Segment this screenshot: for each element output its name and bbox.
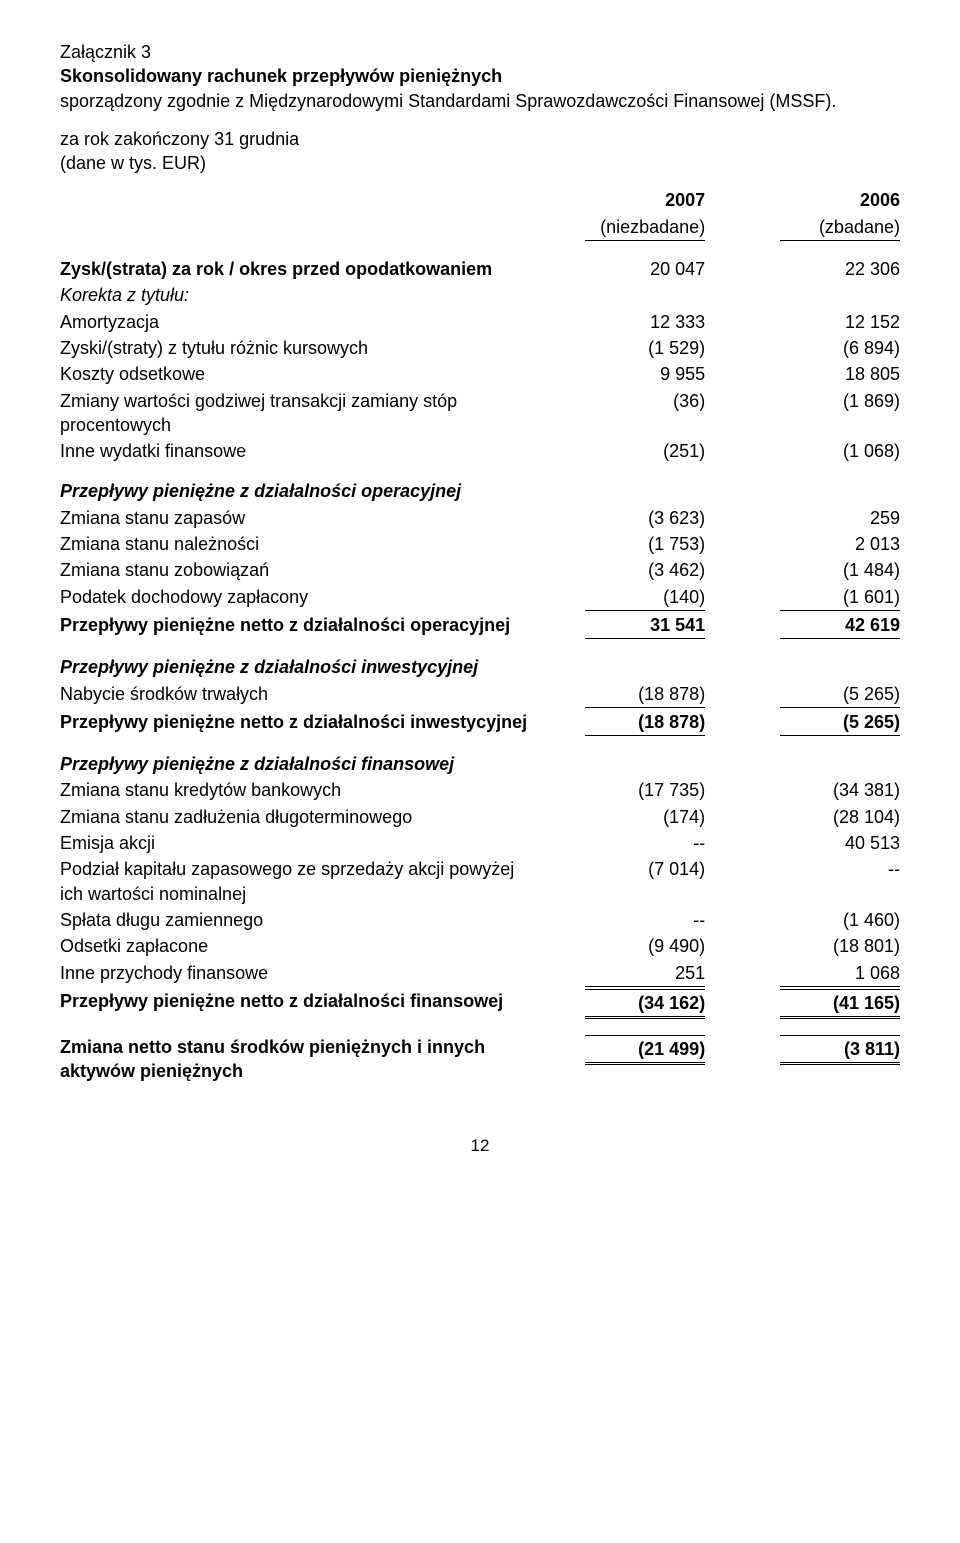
row-ppnf: Przepływy pieniężne netto z działalności… <box>60 988 900 1020</box>
audit-header-row: (niezbadane) (zbadane) <box>60 214 900 242</box>
row-kurs: Zyski/(straty) z tytułu różnic kursowych… <box>60 335 900 361</box>
row-inne-wyd: Inne wydatki finansowe (251) (1 068) <box>60 438 900 464</box>
audit-2006: (zbadane) <box>780 215 900 241</box>
document-header: Załącznik 3 Skonsolidowany rachunek prze… <box>60 40 900 175</box>
cell: 22 306 <box>715 256 900 282</box>
row-koszty: Koszty odsetkowe 9 955 18 805 <box>60 361 900 387</box>
title-line-2: sporządzony zgodnie z Międzynarodowymi S… <box>60 89 900 113</box>
row-ods: Odsetki zapłacone (9 490) (18 801) <box>60 933 900 959</box>
cashflow-table: 2007 2006 (niezbadane) (zbadane) Zysk/(s… <box>60 187 900 1084</box>
row-ppo-header: Przepływy pieniężne z działalności opera… <box>60 478 900 504</box>
units-label: (dane w tys. EUR) <box>60 151 900 175</box>
row-nal: Zmiana stanu należności (1 753) 2 013 <box>60 531 900 557</box>
year-2006: 2006 <box>715 187 900 213</box>
period-label: za rok zakończony 31 grudnia <box>60 127 900 151</box>
row-kred: Zmiana stanu kredytów bankowych (17 735)… <box>60 777 900 803</box>
title-line-1: Skonsolidowany rachunek przepływów pieni… <box>60 64 900 88</box>
row-zadl: Zmiana stanu zadłużenia długoterminowego… <box>60 804 900 830</box>
row-korekta: Korekta z tytułu: <box>60 282 900 308</box>
row-zob: Zmiana stanu zobowiązań (3 462) (1 484) <box>60 557 900 583</box>
row-profit: Zysk/(strata) za rok / okres przed opoda… <box>60 256 900 282</box>
audit-2007: (niezbadane) <box>585 215 705 241</box>
row-label: Korekta z tytułu: <box>60 282 530 308</box>
page-number: 12 <box>60 1135 900 1158</box>
year-2007: 2007 <box>530 187 715 213</box>
row-inne-p: Inne przychody finansowe 251 1 068 <box>60 960 900 988</box>
row-label: Zysk/(strata) za rok / okres przed opoda… <box>60 256 530 282</box>
row-splata: Spłata długu zamiennego -- (1 460) <box>60 907 900 933</box>
attachment-label: Załącznik 3 <box>60 40 900 64</box>
row-ppi-header: Przepływy pieniężne z działalności inwes… <box>60 654 900 680</box>
row-pod: Podatek dochodowy zapłacony (140) (1 601… <box>60 584 900 612</box>
row-ppno: Przepływy pieniężne netto z działalności… <box>60 612 900 640</box>
year-header-row: 2007 2006 <box>60 187 900 213</box>
row-nab: Nabycie środków trwałych (18 878) (5 265… <box>60 681 900 709</box>
cell: 20 047 <box>530 256 715 282</box>
row-amort: Amortyzacja 12 333 12 152 <box>60 309 900 335</box>
row-zm-netto: Zmiana netto stanu środków pieniężnych i… <box>60 1034 900 1085</box>
row-ppf-header: Przepływy pieniężne z działalności finan… <box>60 751 900 777</box>
row-zap: Zmiana stanu zapasów (3 623) 259 <box>60 505 900 531</box>
row-podz: Podział kapitału zapasowego ze sprzedaży… <box>60 856 900 907</box>
row-ppni: Przepływy pieniężne netto z działalności… <box>60 709 900 737</box>
row-godz: Zmiany wartości godziwej transakcji zami… <box>60 388 900 439</box>
row-emis: Emisja akcji -- 40 513 <box>60 830 900 856</box>
